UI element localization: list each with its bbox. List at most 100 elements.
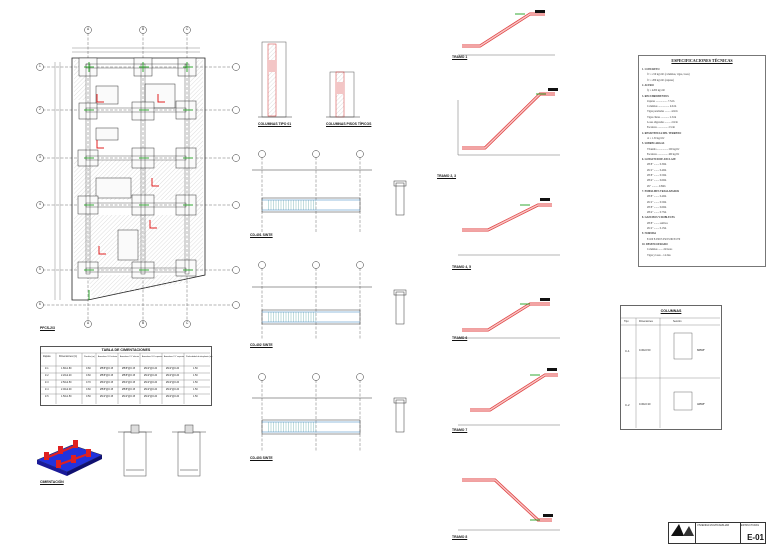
spec-line: Ø1/2" ........ 0.15m <box>647 227 667 230</box>
table-cell: Ø1/2"@0.20 <box>166 367 180 370</box>
column-detail-title-1: COLUMNAS TIPO 01 <box>258 122 292 126</box>
spec-line: Ø1" .......... 0.80m <box>647 184 666 188</box>
table-cell: 2.50x2.50 <box>61 381 72 384</box>
technical-specifications: ESPECIFICACIONES TÉCNICAS 1. CONCRETO f'c… <box>638 55 766 267</box>
axis-label-6: 6 <box>39 302 41 306</box>
spec-line: 8. GANCHOS Y DOBLECES <box>642 216 675 220</box>
footing-details <box>118 424 206 477</box>
beam-section-1 <box>252 150 407 232</box>
table-cell: Ø1/2"@0.20 <box>166 374 180 377</box>
tramo-title-6: TRAMO 8 <box>452 535 468 539</box>
columns-box: COLUMNAS Tipo Dimensiones Sección C-1 0.… <box>620 305 722 430</box>
table-cell: 1.50 <box>193 374 198 377</box>
columns-box-title: COLUMNAS <box>660 309 682 313</box>
title-block-content: ESTRUCTURAS <box>741 524 759 527</box>
foundation-table-lines <box>40 352 210 404</box>
spec-line: Ø3/4" ........ 0.75m <box>647 211 667 215</box>
spec-line: 4. RESISTENCIA DEL TERRENO <box>642 131 682 135</box>
table-cell: Ø1/2"@0.15 <box>100 395 114 398</box>
table-header-yy-inf: Armadura Y-Y inferior <box>120 356 140 358</box>
table-cell: Ø1/2"@0.20 <box>144 395 158 398</box>
table-cell: 0.60 <box>86 388 91 391</box>
axis-label-2: 2 <box>39 107 41 111</box>
table-cell: Ø1/2"@0.20 <box>144 381 158 384</box>
spec-line: f'c = 210 kg/cm² (columnas, vigas, losas… <box>647 73 690 77</box>
columns-row-2-tipo: C-2 <box>625 403 630 407</box>
foundation-3d-title: CIMENTACIÓN <box>40 480 64 484</box>
table-cell: Z-4 <box>45 388 49 391</box>
spec-line: Ø1/2" ........ 0.50m <box>647 200 667 204</box>
table-header-zapata: Zapata <box>43 355 51 358</box>
spec-line: Ø5/8" ........ 0.50m <box>647 174 667 177</box>
title-block-logo <box>671 524 694 536</box>
table-header-xx-sup: Armadura X-X superior <box>142 356 163 358</box>
columns-row-1-dim: 0.30x0.50 <box>639 349 651 352</box>
column-details <box>258 41 360 118</box>
columns-box-lines <box>620 317 720 428</box>
table-cell: 0.60 <box>86 367 91 370</box>
table-cell: Z-5 <box>45 395 49 398</box>
table-header-dimensiones: Dimensiones (m) <box>59 355 78 358</box>
spec-line: Vigas chatas ............. 2.5cm <box>647 115 677 119</box>
beam-section-title-3: CD-403 SINTE <box>250 456 273 460</box>
spec-line: 10. DESENCOFRADO <box>642 242 668 246</box>
spec-line: 3. RECUBRIMIENTOS <box>642 94 669 98</box>
spec-line: Vigas peraltadas ......... 4.0cm <box>647 110 678 114</box>
table-cell: Ø5/8"@0.15 <box>122 388 136 391</box>
plan-title: PFCS-2/3 <box>40 326 55 330</box>
table-cell: Ø5/8"@0.15 <box>122 367 136 370</box>
spec-line: fy = 4200 kg/cm² <box>647 89 666 93</box>
spec-line: Ø3/4" ........ 0.60m <box>647 179 667 183</box>
table-header-xx-inf: Armadura X-X inferior <box>98 356 118 358</box>
table-cell: 0.50 <box>86 395 91 398</box>
spec-line: Vivienda ................. 200 kg/m² <box>647 147 680 151</box>
table-cell: 0.60 <box>86 374 91 377</box>
spec-line: f'c = 280 kg/cm² (zapatas) <box>647 78 675 82</box>
specs-title: ESPECIFICACIONES TÉCNICAS <box>671 58 733 63</box>
table-cell: 1.50 <box>193 395 198 398</box>
spec-line: Zapatas .................. 7.5cm <box>647 99 675 103</box>
columns-header-tipo: Tipo <box>624 320 629 323</box>
spec-line: Vigas y losas .. 14 días <box>647 253 671 257</box>
tramo-title-5: TRAMO 7 <box>452 428 468 432</box>
table-cell: Ø1/2"@0.20 <box>144 367 158 370</box>
table-cell: 1.50 <box>193 388 198 391</box>
spec-line: 7. EMPALMES TRASLAPADOS <box>642 189 680 193</box>
spec-line: Columnas ................. 4.0cm <box>647 105 677 109</box>
foundation-table-title: TABLA DE CIMENTACIONES <box>101 348 151 352</box>
table-cell: Ø1/2"@0.20 <box>166 388 180 391</box>
table-cell: Ø1/2"@0.20 <box>166 395 180 398</box>
spec-line: Ø3/8" ........ 0.40m <box>647 195 667 199</box>
axis-label-3: 3 <box>39 155 41 159</box>
table-cell: Ø1/2"@0.20 <box>166 381 180 384</box>
spec-line: Escaleras ................ 400 kg/m² <box>647 152 680 156</box>
tramo-title-2: TRAMO 2, 3 <box>437 174 457 178</box>
spec-line: Ø3/8" ........ estribos <box>647 221 668 225</box>
foundation-table: TABLA DE CIMENTACIONES Zapata Dimensione… <box>40 346 212 406</box>
tramo-title-3: TRAMO 4, 5 <box>452 265 472 269</box>
table-cell: Ø3/4"@0.15 <box>122 381 136 384</box>
table-cell: Z-3 <box>45 381 49 384</box>
columns-row-2-acero: 4Ø5/8" <box>697 403 705 406</box>
table-cell: Ø1/2"@0.15 <box>122 395 136 398</box>
columns-row-2-dim: 0.30x0.30 <box>639 403 651 406</box>
title-block-project: VIVIENDA MULTIFAMILIAR <box>697 524 730 527</box>
axis-label-b-bottom: B <box>142 321 145 325</box>
table-cell: 1.50x1.50 <box>61 395 72 398</box>
table-cell: 1.80x1.80 <box>61 367 72 370</box>
axis-label-a-bottom: A <box>87 321 90 325</box>
spec-line: Losas aligeradas ......... 2.0cm <box>647 121 678 124</box>
table-cell: Ø1/2"@0.20 <box>144 388 158 391</box>
spec-line: Escaleras ................ 2.5cm <box>647 126 675 130</box>
axis-label-b-top: B <box>142 27 145 31</box>
sheet-number: E-01 <box>747 533 764 542</box>
axis-label-c-bottom: C <box>186 321 189 325</box>
spec-line: 9. NORMAS <box>642 232 657 236</box>
table-cell: Ø5/8"@0.15 <box>122 374 136 377</box>
spec-line: 1. CONCRETO <box>642 68 660 71</box>
spec-line: Ø1/2" ........ 0.40m <box>647 168 667 172</box>
title-block: VIVIENDA MULTIFAMILIAR ESTRUCTURAS E-01 <box>668 522 766 544</box>
beam-section-title-2: CD-402 SINTE <box>250 343 273 347</box>
columns-header-dim: Dimensiones <box>639 320 653 323</box>
